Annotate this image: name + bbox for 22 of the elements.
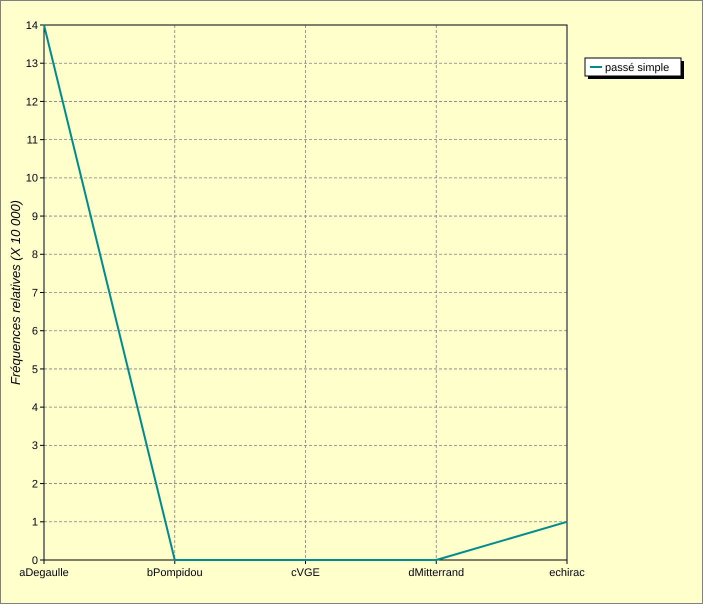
y-tick-label: 13 — [26, 58, 38, 70]
x-tick-label: cVGE — [291, 567, 320, 579]
y-tick-label: 9 — [32, 210, 38, 223]
y-tick-label: 5 — [32, 364, 38, 376]
y-tick-label: 2 — [32, 478, 38, 490]
y-tick-label: 10 — [26, 172, 38, 185]
y-tick-label: 11 — [26, 134, 38, 146]
y-tick-label: 14 — [26, 20, 38, 32]
x-tick-label: dMitterrand — [408, 567, 464, 579]
y-tick-label: 1 — [32, 516, 38, 529]
y-axis-title: Fréquences relatives (X 10 000) — [8, 200, 23, 385]
x-tick-label: bPompidou — [146, 567, 203, 579]
legend-label: passé simple — [605, 62, 670, 74]
x-tick-label: aDegaulle — [19, 567, 69, 579]
y-tick-label: 7 — [32, 287, 38, 300]
y-tick-label: 8 — [32, 249, 38, 262]
y-tick-label: 12 — [26, 96, 38, 108]
y-tick-label: 4 — [32, 402, 38, 414]
x-tick-label: echirac — [549, 567, 586, 579]
y-tick-label: 3 — [32, 440, 38, 452]
y-tick-label: 0 — [32, 554, 38, 567]
y-tick-label: 6 — [32, 326, 38, 338]
